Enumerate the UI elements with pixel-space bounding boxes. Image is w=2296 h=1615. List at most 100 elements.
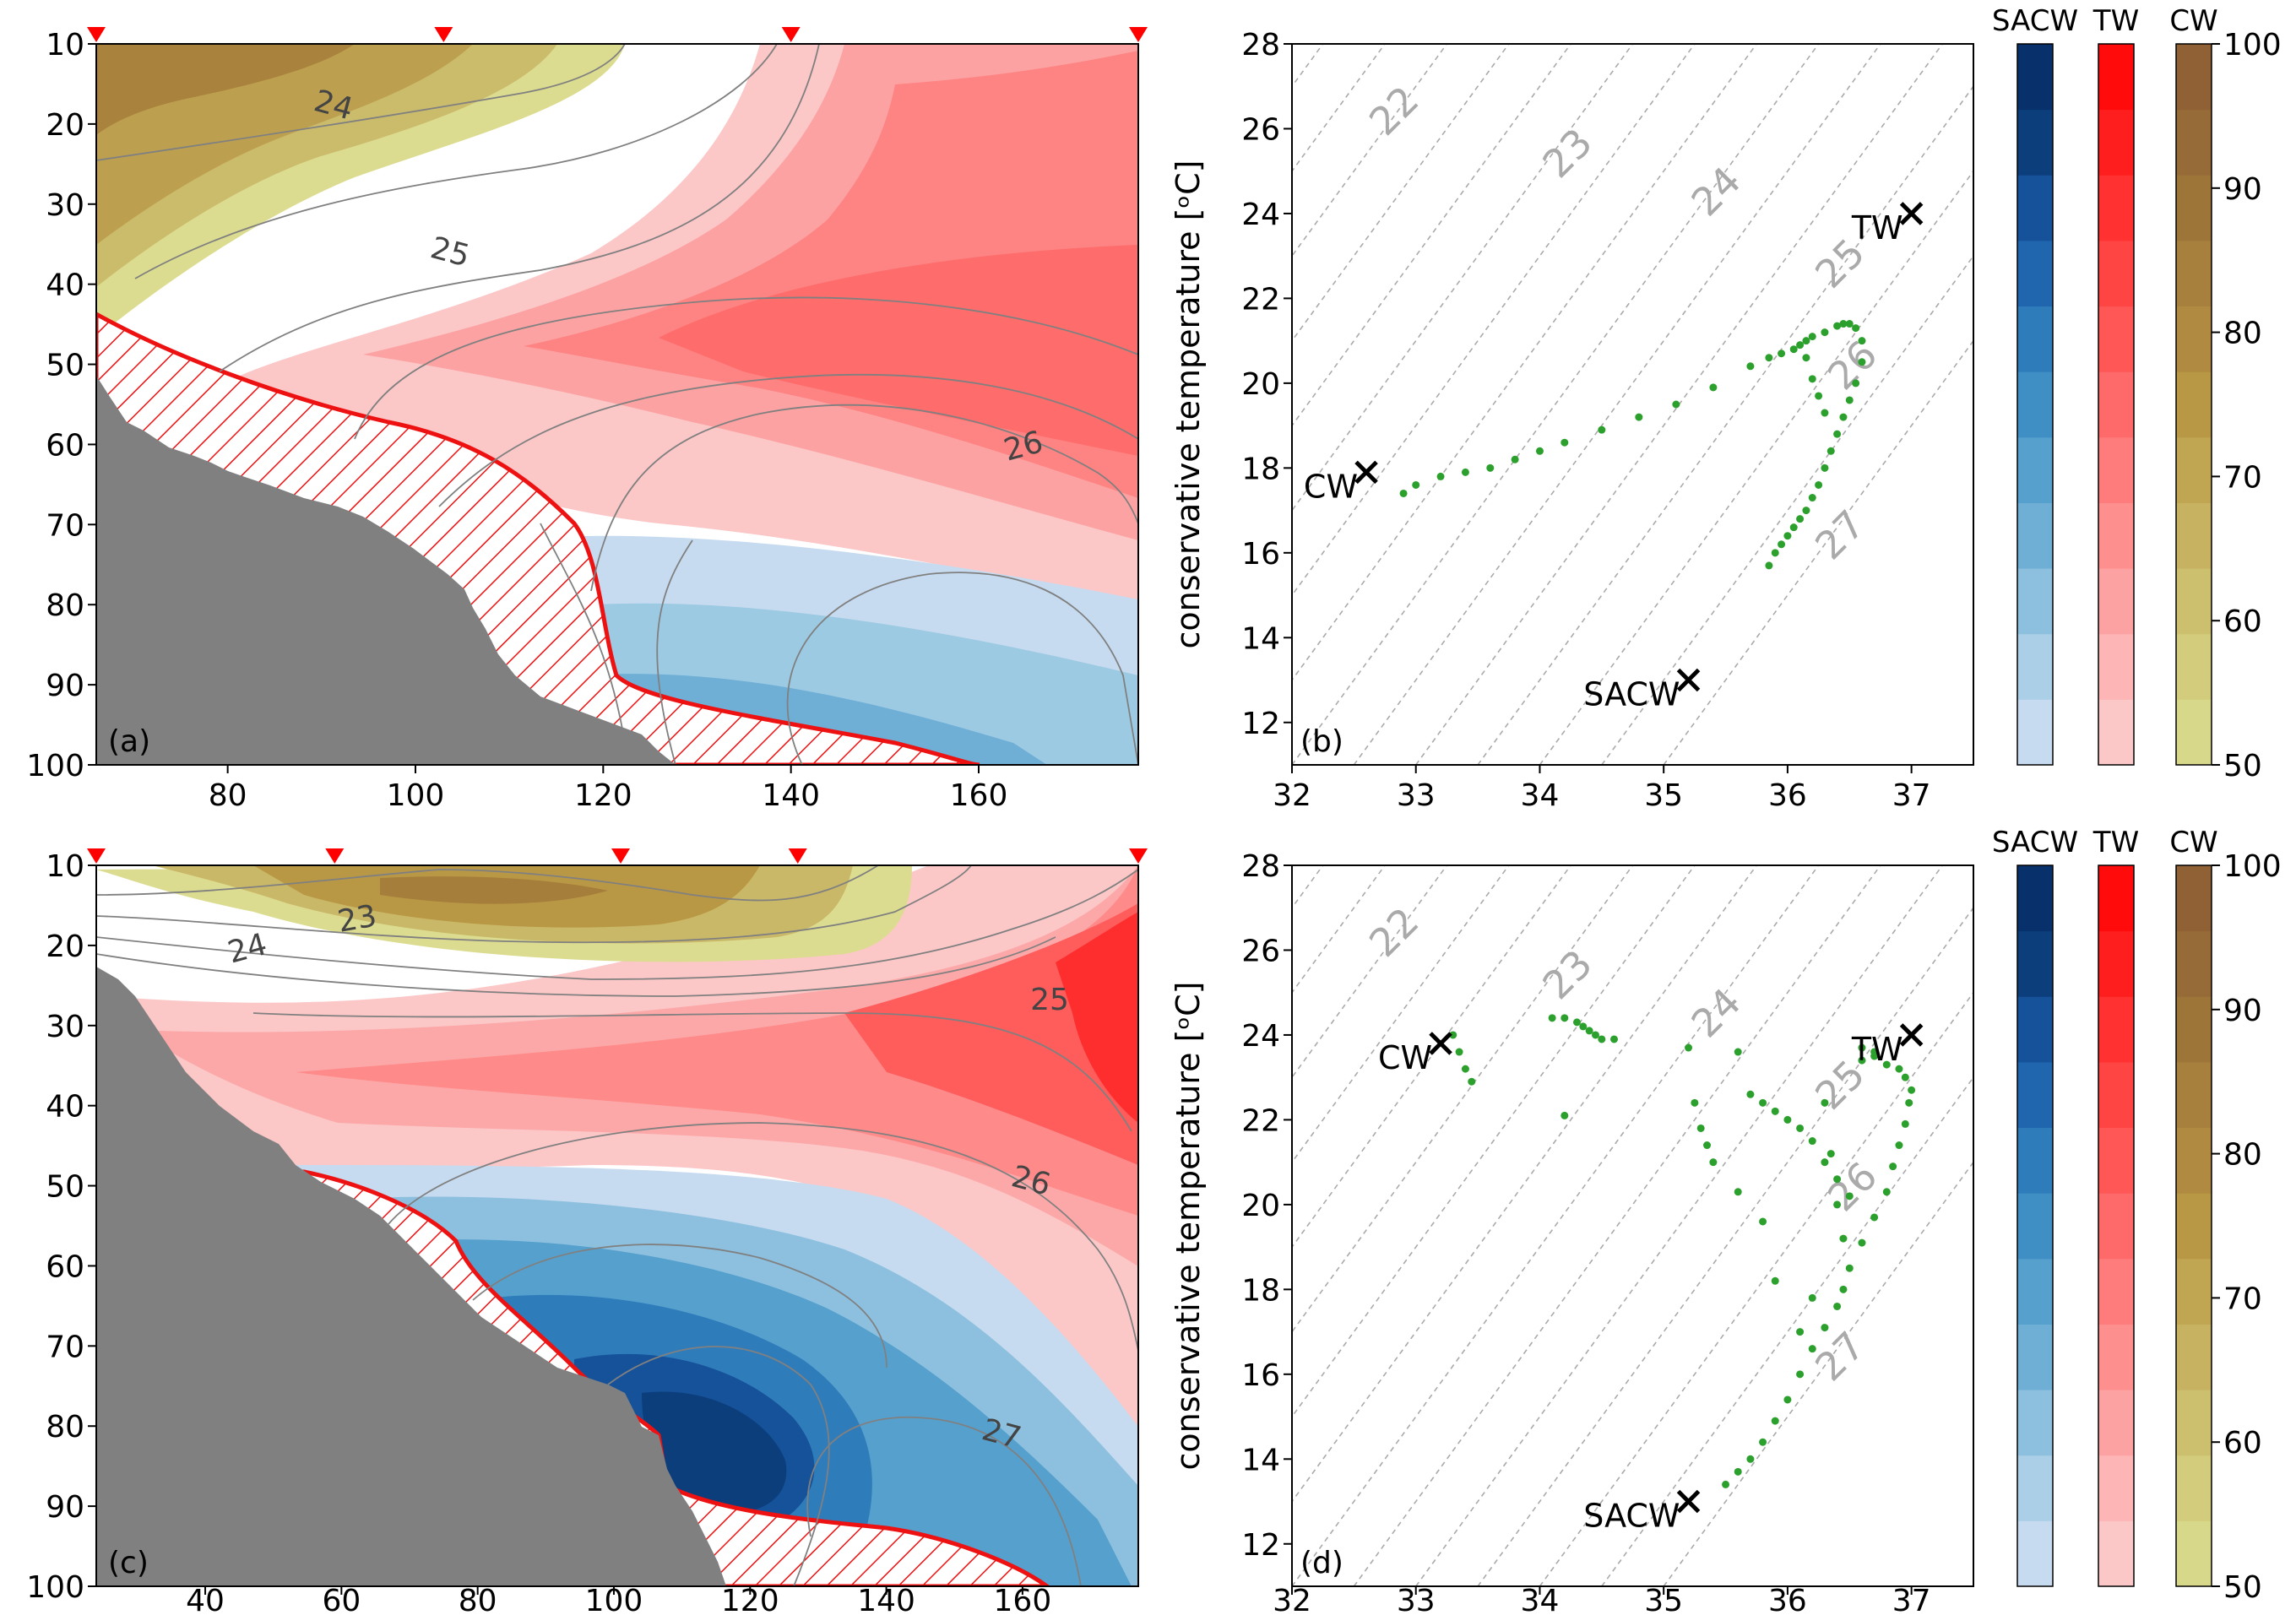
ts-point bbox=[1821, 1158, 1829, 1167]
y-tick-label: 28 bbox=[1241, 28, 1280, 62]
x-tick-label: 35 bbox=[1644, 1584, 1683, 1615]
ts-point bbox=[1839, 320, 1848, 328]
y-tick-label: 26 bbox=[1241, 112, 1280, 147]
x-tick-label: 100 bbox=[585, 1584, 643, 1615]
ts-point bbox=[1852, 379, 1860, 387]
isopycnal-line bbox=[1415, 865, 1943, 1586]
y-tick-label: 20 bbox=[46, 108, 84, 143]
ts-point bbox=[1579, 1022, 1588, 1031]
ts-point bbox=[1796, 1124, 1805, 1132]
ts-point bbox=[1778, 540, 1786, 549]
ts-point bbox=[1455, 1048, 1463, 1056]
colorbar-segment bbox=[2017, 109, 2053, 176]
colorbar-segment bbox=[2017, 865, 2053, 932]
ts-point bbox=[1796, 1370, 1805, 1379]
ts-point bbox=[1808, 333, 1816, 341]
colorbar-tick-label: 80 bbox=[2223, 317, 2262, 351]
ts-point bbox=[1789, 345, 1798, 354]
colorbar-segment bbox=[2017, 1455, 2053, 1521]
y-tick-label: 70 bbox=[46, 508, 84, 543]
water-mass-x-marker bbox=[1899, 202, 1924, 225]
y-tick-label: 16 bbox=[1241, 1358, 1280, 1393]
ts-point bbox=[1858, 1043, 1866, 1052]
cw-layer-4 bbox=[96, 44, 355, 135]
water-mass-label: CW bbox=[1378, 1039, 1432, 1076]
ts-point bbox=[1765, 561, 1773, 570]
isopycnal-label: 23 bbox=[1533, 120, 1601, 187]
y-tick-label: 50 bbox=[46, 349, 84, 383]
ts-point bbox=[1561, 438, 1569, 447]
ts-point bbox=[1858, 358, 1866, 366]
y-tick-label: 40 bbox=[46, 1090, 84, 1125]
colorbar-frame bbox=[2175, 864, 2212, 1587]
ts-point bbox=[1839, 1234, 1848, 1243]
colorbar-tick-label: 100 bbox=[2223, 28, 2282, 62]
colorbar-segment bbox=[2176, 502, 2212, 569]
water-mass-markers: TW CW SACW bbox=[1304, 202, 1924, 713]
ts-point bbox=[1882, 1060, 1891, 1069]
ts-point bbox=[1461, 468, 1469, 476]
colorbar-title: SACW bbox=[1992, 826, 2078, 859]
panel-c: 23 24 25 26 27 (c) 102030405060708090100… bbox=[26, 848, 1148, 1615]
axes-frame bbox=[95, 864, 1139, 1587]
ts-point bbox=[1672, 400, 1680, 409]
y-axis-label: conservative temperature [ᵒC] bbox=[1170, 160, 1207, 648]
colorbar-tick-label: 50 bbox=[2223, 749, 2262, 783]
ts-point bbox=[1561, 1111, 1569, 1119]
isopycnal-label: 27 bbox=[1806, 501, 1874, 569]
station-marker bbox=[1129, 27, 1148, 42]
ts-point bbox=[1905, 1098, 1913, 1107]
colorbar-title: CW bbox=[2169, 4, 2217, 38]
colorbar-segment bbox=[2176, 109, 2212, 176]
y-tick-label: 90 bbox=[46, 1490, 84, 1525]
ts-point bbox=[1771, 1417, 1779, 1425]
x-axis-ticks: 32 33 34 35 36 37 bbox=[1273, 1584, 1930, 1615]
colorbar-tick-label: 90 bbox=[2223, 172, 2262, 207]
ts-point bbox=[1759, 1438, 1767, 1446]
water-mass-x-marker bbox=[1676, 668, 1701, 692]
ts-point bbox=[1808, 494, 1816, 502]
isopycnal-label: 22 bbox=[1360, 77, 1428, 144]
ts-point bbox=[1845, 1264, 1854, 1272]
y-axis-ticks: 12 14 16 18 20 22 24 26 28 bbox=[1241, 28, 1292, 741]
colorbar-segment bbox=[2098, 699, 2134, 766]
ts-point bbox=[1778, 350, 1786, 358]
y-tick-label: 18 bbox=[1241, 452, 1280, 486]
water-mass-label: SACW bbox=[1583, 676, 1680, 713]
colorbar-frame bbox=[2016, 864, 2054, 1587]
colorbar-frame bbox=[2175, 43, 2212, 766]
ts-scatter bbox=[1399, 320, 1866, 570]
y-axis-label: conservative temperature [ᵒC] bbox=[1170, 981, 1207, 1470]
contour-label: 23 bbox=[335, 899, 379, 940]
ts-point bbox=[1412, 480, 1420, 489]
colorbar-segment bbox=[2017, 1127, 2053, 1194]
station-marker bbox=[788, 848, 807, 864]
y-tick-label: 50 bbox=[46, 1170, 84, 1205]
colorbar-segment bbox=[2098, 306, 2134, 372]
colorbar-segment bbox=[2098, 1193, 2134, 1260]
ts-point bbox=[1685, 1043, 1693, 1052]
ts-point bbox=[1691, 1098, 1699, 1107]
colorbar-segment bbox=[2176, 633, 2212, 700]
isopycnal-line bbox=[1353, 44, 1881, 765]
colorbar-segment bbox=[2017, 1520, 2053, 1587]
colorbar-segment bbox=[2176, 568, 2212, 635]
ts-point bbox=[1845, 320, 1854, 328]
land-mask bbox=[96, 967, 726, 1586]
ts-point bbox=[1449, 1031, 1457, 1039]
ts-point bbox=[1858, 1056, 1866, 1065]
station-marker bbox=[1129, 848, 1148, 864]
colorbar-segment bbox=[2176, 996, 2212, 1063]
colorbar-segment bbox=[2176, 930, 2212, 997]
y-tick-label: 20 bbox=[1241, 367, 1280, 402]
colorbar-segment bbox=[2017, 1193, 2053, 1260]
x-axis-ticks: 80 100 120 140 160 bbox=[209, 765, 1007, 813]
x-axis-ticks: 32 33 34 35 36 37 bbox=[1273, 765, 1931, 813]
water-mass-x-marker bbox=[1899, 1023, 1924, 1047]
colorbar-segment bbox=[2176, 699, 2212, 766]
ts-point bbox=[1808, 1137, 1816, 1146]
x-tick-label: 36 bbox=[1768, 778, 1807, 813]
station-markers bbox=[87, 848, 1148, 864]
colorbar-segment bbox=[2176, 436, 2212, 503]
